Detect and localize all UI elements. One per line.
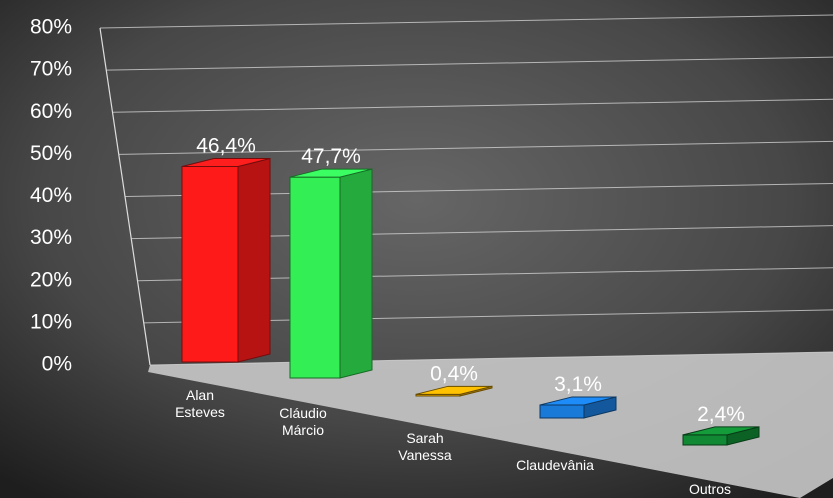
grid-line: [149, 351, 833, 366]
grid-line: [112, 98, 833, 113]
floor: [148, 352, 833, 498]
bar-top: [682, 426, 760, 436]
value-label: 0,4%: [430, 362, 478, 385]
value-label: 2,4%: [697, 403, 745, 426]
y-tick-label: 50%: [30, 142, 72, 165]
value-label: 47,7%: [301, 145, 361, 168]
y-tick-label: 70%: [30, 58, 72, 81]
bar: [289, 168, 373, 379]
x-tick-label: Outros: [689, 481, 731, 497]
grid-line: [106, 56, 833, 71]
x-tick-label: Cláudio Márcio: [279, 405, 327, 438]
bar: [539, 396, 617, 419]
y-tick-label: 0%: [42, 353, 72, 376]
grid-line: [118, 140, 833, 155]
value-label: 46,4%: [196, 135, 256, 158]
bar-top: [415, 385, 493, 395]
x-tick-label: Claudevânia: [516, 457, 594, 473]
bar-top: [289, 168, 373, 178]
y-tick-label: 40%: [30, 184, 72, 207]
bar-front: [181, 166, 239, 363]
bar-side: [237, 157, 271, 363]
grid-line: [99, 14, 833, 29]
y-tick-label: 60%: [30, 100, 72, 123]
x-tick-label: Sarah Vanessa: [398, 430, 452, 463]
y-tick-label: 10%: [30, 310, 72, 333]
bar-front: [539, 404, 585, 419]
x-tick-label: Alan Esteves: [175, 387, 225, 420]
bar-front: [289, 176, 341, 379]
bar: [682, 426, 760, 446]
y-tick-label: 80%: [30, 16, 72, 39]
bar-side: [339, 168, 373, 379]
y-tick-label: 30%: [30, 226, 72, 249]
bar-top: [539, 396, 617, 406]
bar: [181, 157, 271, 363]
bar: [415, 385, 493, 397]
value-label: 3,1%: [554, 373, 602, 396]
bar-top: [181, 158, 271, 168]
bar-front: [682, 434, 728, 446]
y-tick-label: 20%: [30, 268, 72, 291]
